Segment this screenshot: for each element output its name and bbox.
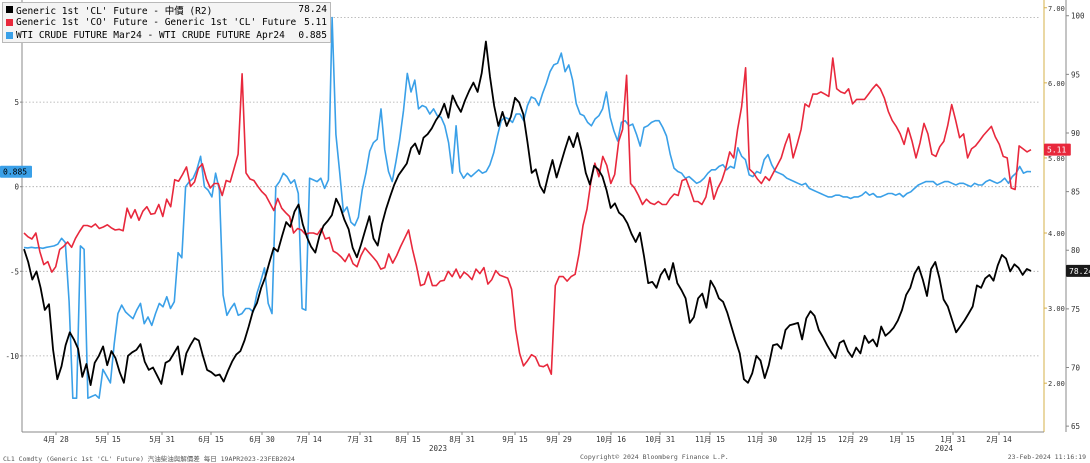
last-value-tag-label: 5.11	[1047, 146, 1066, 155]
r1-tick-label: 6.00	[1048, 80, 1065, 88]
x-tick-label: 1月 31	[940, 435, 966, 444]
legend-label: Generic 1st 'CL' Future - 中價 (R2)	[16, 5, 213, 17]
footer-timestamp: 23-Feb-2024 11:16:19	[1007, 453, 1086, 461]
x-tick-label: 9月 15	[502, 435, 528, 444]
x-tick-label: 1月 15	[889, 435, 915, 444]
last-value-tag	[1044, 143, 1071, 156]
l1-tick-label: -5	[10, 267, 19, 276]
last-value-tag	[0, 165, 32, 178]
legend-item-wti-calendar-spread: WTI CRUDE FUTURE Mar24 - WTI CRUDE FUTUR…	[3, 29, 330, 42]
right-axis-r2: 65 70 75 80 85 90 95 100	[1065, 0, 1085, 432]
legend-item-co-cl-spread: Generic 1st 'CO' Future - Generic 1st 'C…	[3, 16, 330, 29]
footer-source: CL1 Comdty (Generic 1st 'CL' Future) 汽油柴…	[3, 455, 295, 463]
legend-value: 5.11	[304, 17, 327, 28]
legend-swatch-co-cl	[6, 19, 13, 26]
last-value-tag-label: 78.24	[1069, 267, 1090, 276]
series-layer	[23, 16, 1032, 399]
r2-tick-label: 85	[1071, 188, 1080, 197]
legend-item-cl1: Generic 1st 'CL' Future - 中價 (R2) 78.24	[3, 3, 330, 17]
footer-copyright: Copyright© 2024 Bloomberg Finance L.P.	[580, 453, 729, 461]
year-label: 2023	[429, 444, 447, 453]
x-tick-label: 11月 15	[695, 435, 725, 444]
legend: Generic 1st 'CL' Future - 中價 (R2) 78.24 …	[2, 2, 331, 43]
x-tick-label: 8月 15	[395, 435, 421, 444]
x-tick-label: 5月 31	[149, 435, 175, 444]
legend-swatch-cl1	[6, 6, 13, 13]
l1-tick-label: 5	[14, 98, 19, 107]
plot-area-background	[22, 0, 1040, 432]
x-tick-label: 12月 29	[838, 435, 868, 444]
legend-swatch-wti-spread	[6, 32, 13, 39]
x-tick-label: 4月 28	[43, 435, 69, 444]
l1-tick-label: -10	[5, 352, 19, 361]
legend-label: WTI CRUDE FUTURE Mar24 - WTI CRUDE FUTUR…	[16, 30, 293, 41]
l1-tick-label: 0	[14, 183, 19, 192]
last-value-tag-label: 0.885	[3, 168, 27, 177]
x-tick-label: 10月 16	[596, 435, 627, 444]
r1-tick-label: 7.00	[1048, 5, 1065, 13]
r2-tick-label: 75	[1071, 305, 1080, 314]
x-tick-label: 6月 30	[249, 435, 275, 444]
series-line-r1	[23, 57, 1032, 375]
x-tick-label: 10月 31	[645, 435, 675, 444]
legend-value: 78.24	[298, 4, 327, 15]
r1-tick-label: 5.00	[1048, 155, 1065, 163]
x-tick-label: 7月 31	[347, 435, 373, 444]
x-tick-label: 7月 14	[296, 435, 322, 444]
x-tick-label: 6月 15	[198, 435, 224, 444]
r1-tick-label: 3.00	[1048, 305, 1065, 313]
x-tick-label: 5月 15	[95, 435, 121, 444]
r1-tick-label: 2.00	[1048, 380, 1065, 388]
r1-tick-label: 4.00	[1048, 230, 1065, 238]
series-line-l1	[23, 16, 1032, 399]
x-tick-label: 8月 31	[449, 435, 475, 444]
left-axis-l1: -10-50510	[5, 0, 23, 432]
last-value-tags: 0.885 5.11 78.24	[0, 143, 1090, 277]
r2-tick-label: 80	[1071, 246, 1081, 255]
x-tick-label: 2月 14	[986, 435, 1012, 444]
r2-tick-label: 95	[1071, 70, 1080, 79]
right-axis-r1: 2.00 3.00 4.00 5.00 6.00 7.00	[1043, 0, 1065, 432]
r2-tick-label: 90	[1071, 129, 1081, 138]
x-tick-label: 11月 30	[747, 435, 778, 444]
x-tick-label: 9月 29	[546, 435, 572, 444]
last-value-tag	[1066, 264, 1090, 277]
r2-tick-label: 100	[1071, 12, 1085, 21]
legend-label: Generic 1st 'CO' Future - Generic 1st 'C…	[16, 17, 299, 28]
x-axis: 4月 28 5月 15 5月 31 6月 15 6月 30 7月 14 7月 31 8月 15…	[22, 431, 1044, 453]
r2-tick-label: 70	[1071, 364, 1081, 373]
r2-tick-label: 65	[1071, 422, 1080, 431]
x-tick-label: 12月 15	[796, 435, 826, 444]
legend-value: 0.885	[298, 30, 327, 41]
year-label: 2024	[935, 444, 954, 453]
series-line-r2	[23, 40, 1032, 386]
footer: CL1 Comdty (Generic 1st 'CL' Future) 汽油柴…	[0, 452, 1090, 463]
